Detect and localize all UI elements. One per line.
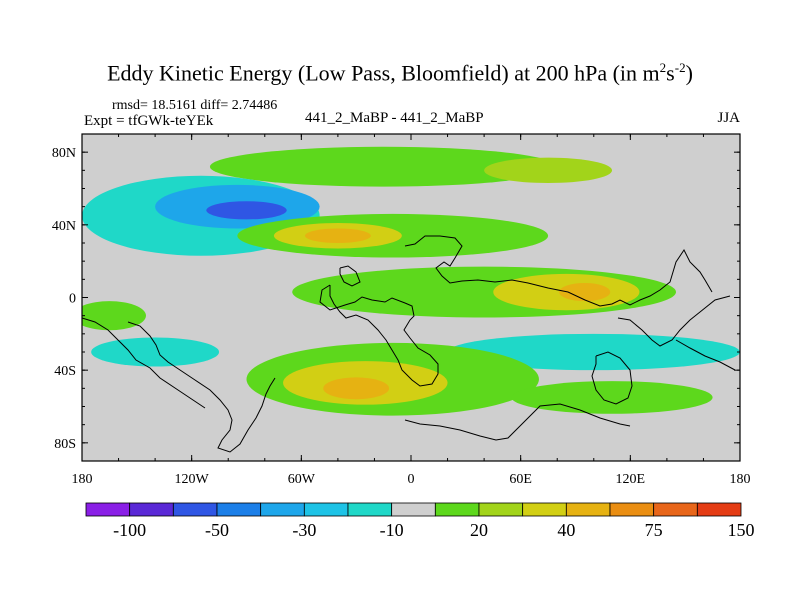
x-tick-label: 180 bbox=[730, 472, 751, 487]
colorbar-box bbox=[216, 502, 262, 517]
colorbar-box bbox=[129, 502, 174, 517]
colorbar-box bbox=[478, 502, 524, 517]
colorbar-box bbox=[391, 502, 436, 517]
colorbar-box bbox=[347, 502, 393, 517]
y-tick-label: 80S bbox=[54, 437, 76, 452]
colorbar-box bbox=[696, 502, 742, 517]
colorbar-box bbox=[565, 502, 611, 517]
x-tick-label: 120E bbox=[616, 472, 646, 487]
colorbar-box bbox=[522, 502, 567, 517]
colorbar-label: 150 bbox=[728, 520, 755, 540]
colorbar-box bbox=[303, 502, 349, 517]
y-tick-label: 40N bbox=[52, 219, 76, 234]
colorbar-box bbox=[653, 502, 698, 517]
comparison-label: 441_2_MaBP - 441_2_MaBP bbox=[305, 110, 484, 126]
coastline-north-america bbox=[82, 317, 206, 409]
coastline-australia bbox=[591, 351, 633, 405]
coastline-africa bbox=[319, 284, 439, 387]
field-region-sh-jet-east bbox=[511, 381, 713, 414]
field-region-tropics-max bbox=[559, 282, 611, 302]
x-tick-label: 180 bbox=[72, 472, 93, 487]
coastline-europe-asia bbox=[404, 235, 713, 307]
x-tick-label: 120W bbox=[175, 472, 210, 487]
coastline-south-america bbox=[127, 321, 276, 453]
colorbar-box bbox=[434, 502, 480, 517]
colorbar: -100 -50 -30 -10 20 40 75 150 bbox=[85, 502, 755, 540]
y-tick-label: 80N bbox=[52, 146, 76, 161]
colorbar-label: 75 bbox=[645, 520, 663, 540]
y-tick-label: 0 bbox=[69, 292, 76, 307]
season-label: JJA bbox=[717, 110, 740, 126]
x-tick-label: 0 bbox=[408, 472, 415, 487]
experiment-label: Expt = tfGWk-teYEk bbox=[84, 113, 214, 129]
field-region-nh-highlat-band bbox=[209, 146, 558, 187]
x-tick-label: 60E bbox=[509, 472, 532, 487]
y-tick-label: 40S bbox=[54, 364, 76, 379]
field-region-nh-midlat-neg-min bbox=[206, 201, 287, 220]
colorbar-box bbox=[609, 502, 655, 517]
eke-field bbox=[82, 146, 740, 416]
coastline-antarctica bbox=[404, 403, 631, 441]
colorbar-label: 20 bbox=[470, 520, 488, 540]
colorbar-label: 40 bbox=[557, 520, 575, 540]
field-region-nh-jet-max bbox=[304, 228, 371, 243]
colorbar-box bbox=[260, 502, 305, 517]
chart-title: Eddy Kinetic Energy (Low Pass, Bloomfiel… bbox=[107, 60, 693, 86]
field-region-sh-jet-max bbox=[323, 377, 390, 400]
stats-text: rmsd= 18.5161 diff= 2.74486 bbox=[112, 98, 278, 113]
colorbar-box bbox=[85, 502, 131, 517]
coastline-pacific-east bbox=[675, 339, 736, 371]
colorbar-box bbox=[172, 502, 218, 517]
colorbar-label: -10 bbox=[380, 520, 404, 540]
colorbar-label: -100 bbox=[113, 520, 146, 540]
x-tick-label: 60W bbox=[288, 472, 316, 487]
field-region-nh-highlat-band-east bbox=[484, 157, 613, 184]
colorbar-label: -50 bbox=[205, 520, 229, 540]
axes: 180 120W 60W 0 60E 120E 180 80N 40N 0 40S 80S bbox=[52, 134, 751, 487]
field-region-sh-neg-west bbox=[91, 337, 220, 367]
coastline-se-asia-islands bbox=[617, 295, 731, 347]
coastlines bbox=[82, 235, 736, 453]
coastline-greenland bbox=[339, 265, 361, 287]
colorbar-label: -30 bbox=[292, 520, 316, 540]
